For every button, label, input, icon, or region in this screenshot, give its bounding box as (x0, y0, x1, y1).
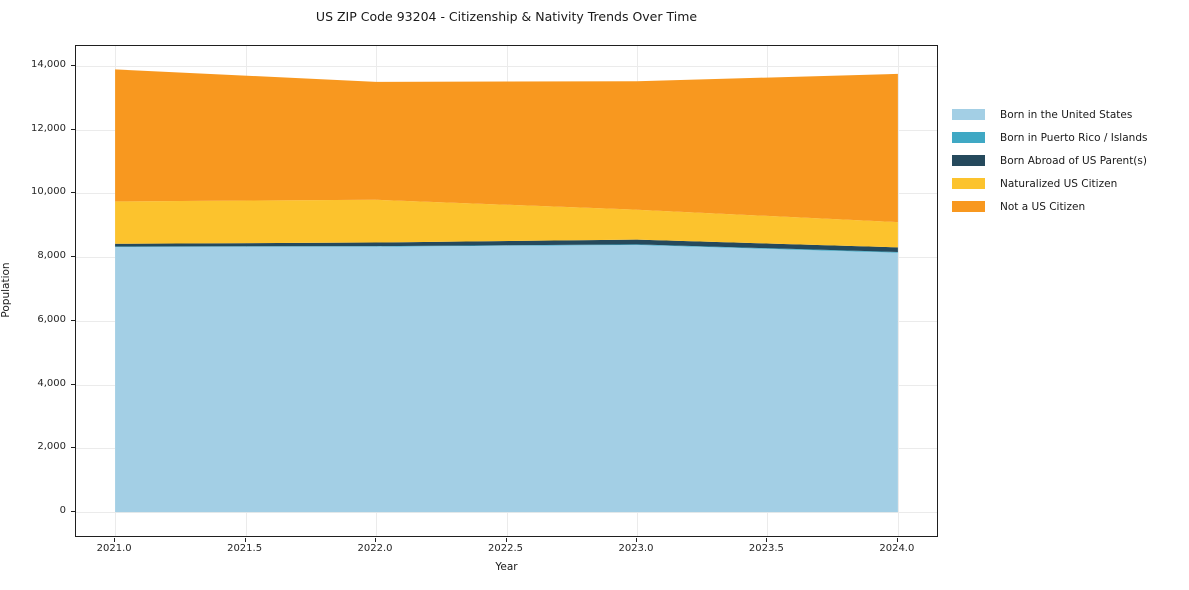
y-tick-label: 14,000 (31, 58, 66, 70)
x-tick-mark (635, 538, 637, 542)
x-gridline (897, 46, 899, 536)
y-tick-label: 6,000 (37, 313, 66, 325)
y-tick-mark (71, 128, 75, 130)
area-naturalized-us-citizen (115, 199, 898, 248)
x-tick-label: 2021.5 (227, 543, 263, 554)
legend-label: Born Abroad of US Parent(s) (1000, 154, 1147, 167)
legend-label: Born in Puerto Rico / Islands (1000, 131, 1148, 144)
x-tick-label: 2024.0 (879, 543, 915, 554)
x-tick-label: 2022.0 (357, 543, 393, 554)
y-tick-label: 2,000 (37, 441, 66, 453)
legend: Born in the United States Born in Puerto … (952, 103, 1147, 218)
legend-label: Naturalized US Citizen (1000, 177, 1118, 190)
legend-swatch (952, 109, 985, 120)
legend-item: Born Abroad of US Parent(s) (952, 149, 1147, 172)
legend-swatch (952, 132, 985, 143)
plot-area (75, 45, 938, 537)
chart-title: US ZIP Code 93204 - Citizenship & Nativi… (315, 9, 698, 24)
y-tick-label: 12,000 (31, 122, 66, 134)
x-tick-label: 2021.0 (96, 543, 132, 554)
stacked-area-plot (115, 69, 898, 513)
y-tick-label: 10,000 (31, 186, 66, 198)
area-born-in-the-united-states (115, 245, 898, 513)
x-tick-mark (375, 538, 377, 542)
y-tick-mark (71, 192, 75, 194)
y-tick-mark (71, 319, 75, 321)
legend-label: Born in the United States (1000, 108, 1133, 121)
legend-label: Not a US Citizen (1000, 200, 1086, 213)
y-tick-mark (71, 511, 75, 513)
y-axis-title: Population (0, 262, 12, 318)
legend-item: Not a US Citizen (952, 195, 1147, 218)
legend-swatch (952, 178, 985, 189)
legend-swatch (952, 155, 985, 166)
x-tick-mark (505, 538, 507, 542)
legend-swatch (952, 201, 985, 212)
legend-item: Born in Puerto Rico / Islands (952, 126, 1147, 149)
x-tick-mark (766, 538, 768, 542)
x-tick-label: 2022.5 (488, 543, 523, 554)
y-tick-mark (71, 383, 75, 385)
y-tick-label: 8,000 (37, 250, 66, 262)
area-born-abroad-of-us-parent-s- (115, 239, 898, 252)
legend-item: Born in the United States (952, 103, 1147, 126)
x-axis-title: Year (495, 561, 518, 573)
x-tick-mark (114, 538, 116, 542)
x-tick-label: 2023.0 (618, 543, 654, 554)
x-tick-label: 2023.5 (748, 543, 784, 554)
y-tick-mark (71, 256, 75, 258)
y-tick-mark (71, 64, 75, 66)
y-tick-label: 4,000 (37, 377, 66, 389)
x-tick-mark (244, 538, 246, 542)
area-not-a-us-citizen (115, 69, 898, 223)
y-tick-mark (71, 447, 75, 449)
area-born-in-puerto-rico-islands (115, 244, 898, 253)
y-tick-label: 0 (59, 505, 66, 517)
legend-item: Naturalized US Citizen (952, 172, 1147, 195)
x-tick-mark (896, 538, 898, 542)
